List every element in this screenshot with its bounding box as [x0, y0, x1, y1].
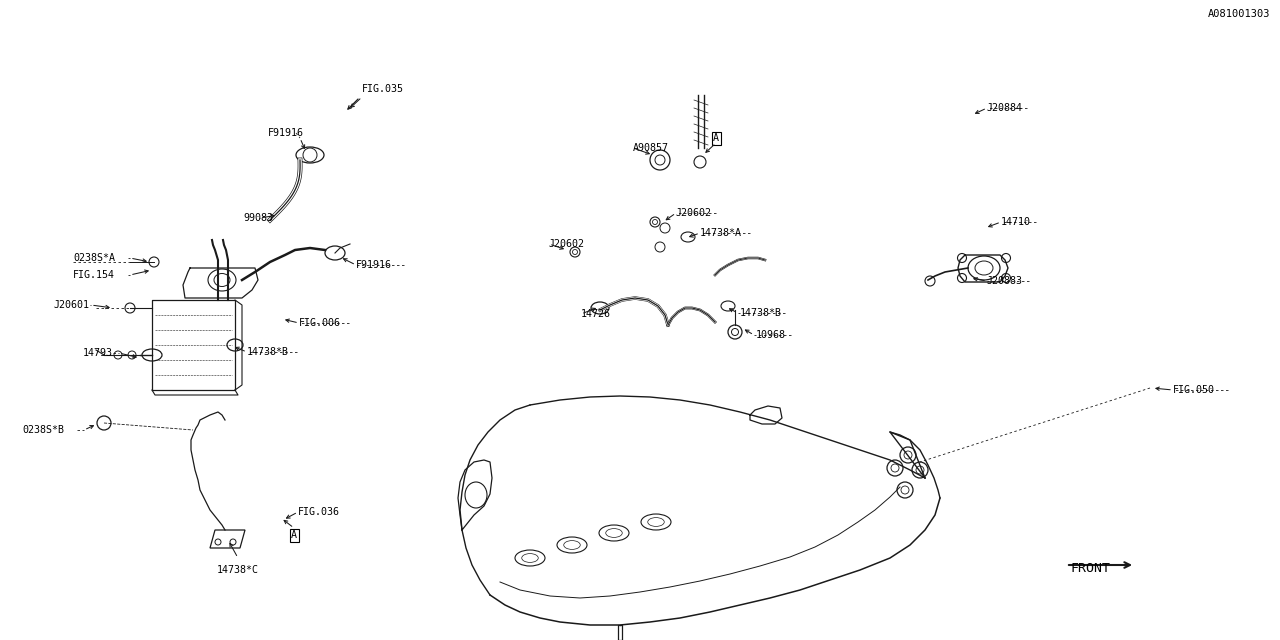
Text: A90857: A90857 [634, 143, 669, 153]
Text: J20602: J20602 [549, 239, 585, 249]
Text: 14793: 14793 [83, 348, 113, 358]
Text: J20602: J20602 [676, 208, 712, 218]
Text: J20883: J20883 [987, 276, 1023, 286]
Text: 14738*A: 14738*A [700, 228, 742, 238]
Text: 0238S*A: 0238S*A [73, 253, 115, 263]
Text: FIG.050: FIG.050 [1172, 385, 1215, 395]
Text: J20601: J20601 [54, 300, 90, 310]
Text: FRONT: FRONT [1070, 561, 1110, 575]
Text: 14738*B: 14738*B [740, 308, 782, 318]
Text: FIG.036: FIG.036 [298, 507, 340, 517]
Text: 99083: 99083 [243, 213, 273, 223]
Text: F91916: F91916 [268, 128, 305, 138]
Text: 14738*C: 14738*C [218, 565, 259, 575]
Text: FIG.154: FIG.154 [73, 270, 115, 280]
Text: F91916: F91916 [356, 260, 392, 270]
Text: 14738*B: 14738*B [247, 347, 289, 357]
Text: A: A [713, 133, 719, 143]
Text: FIG.035: FIG.035 [362, 84, 404, 94]
Text: A081001303: A081001303 [1207, 9, 1270, 19]
Text: FIG.006: FIG.006 [300, 318, 340, 328]
Text: 10968: 10968 [756, 330, 786, 340]
Text: 14710: 14710 [1001, 217, 1030, 227]
Text: 14726: 14726 [581, 309, 611, 319]
Text: 0238S*B: 0238S*B [22, 425, 64, 435]
Text: J20884: J20884 [987, 103, 1023, 113]
Text: A: A [291, 530, 297, 540]
